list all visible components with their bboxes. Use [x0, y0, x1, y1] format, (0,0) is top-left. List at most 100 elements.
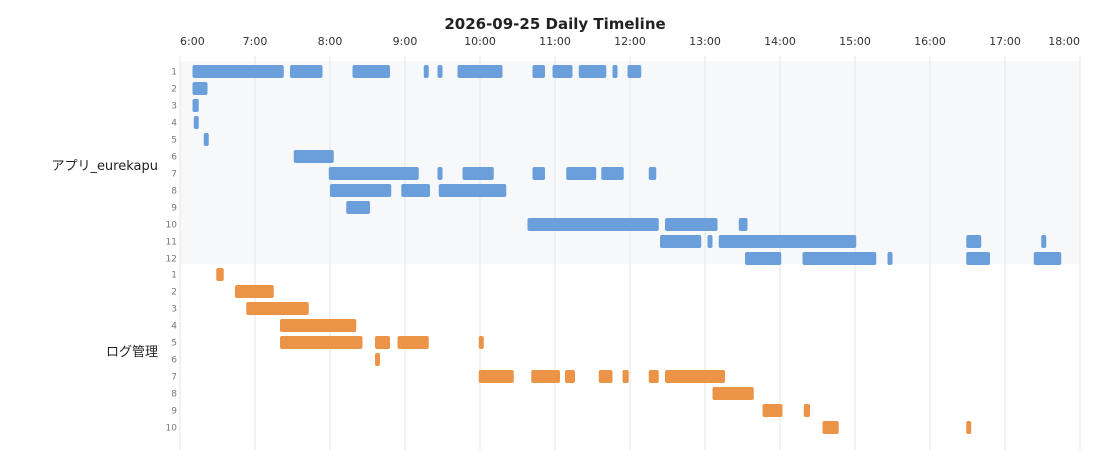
interval-bar [401, 184, 430, 197]
interval-bar [966, 421, 972, 434]
interval-bar [612, 65, 618, 78]
interval-bar [290, 65, 323, 78]
row-label: 1 [171, 68, 177, 78]
x-tick-label: 11:00 [539, 35, 571, 48]
interval-bar [803, 404, 810, 417]
row-label: 6 [171, 153, 177, 163]
row-label: 10 [166, 221, 178, 231]
row-label: 12 [166, 255, 177, 265]
interval-bar [203, 133, 209, 146]
x-tick-label: 9:00 [393, 35, 418, 48]
interval-bar [330, 184, 392, 197]
x-tick-label: 7:00 [243, 35, 268, 48]
interval-bar [192, 82, 208, 95]
row-label: 9 [171, 407, 177, 417]
interval-bar [822, 421, 839, 434]
interval-bar [192, 99, 199, 112]
row-label: 4 [171, 119, 177, 129]
interval-bar [648, 370, 659, 383]
interval-bar [665, 218, 718, 231]
x-axis: 6:00 7:00 8:00 9:00 10:00 11:00 12:00 13:00 14:0… [180, 35, 1080, 48]
x-tick-label: 12:00 [614, 35, 646, 48]
interval-bar [437, 65, 443, 78]
x-tick-label: 13:00 [689, 35, 721, 48]
interval-bar [235, 285, 274, 298]
interval-bar [352, 65, 390, 78]
interval-bar [738, 218, 748, 231]
group-label: アプリ_eurekapu [51, 159, 158, 174]
row-label: 9 [171, 204, 177, 214]
group-label: ログ管理 [106, 345, 158, 360]
interval-bar [280, 319, 357, 332]
row-label: 7 [171, 170, 177, 180]
interval-bar [216, 268, 224, 281]
interval-bar [375, 336, 390, 349]
interval-bar [552, 65, 573, 78]
row-labels: 123456789101112アプリ_eurekapu12345678910ログ… [51, 68, 177, 434]
interval-bar [280, 336, 363, 349]
interval-bar [192, 65, 284, 78]
interval-bar [527, 218, 659, 231]
row-label: 8 [171, 187, 177, 197]
interval-bar [718, 235, 857, 248]
interval-bar [622, 370, 629, 383]
interval-bar [601, 167, 624, 180]
interval-bar [346, 201, 370, 214]
interval-bar [457, 65, 503, 78]
row-label: 10 [166, 424, 178, 434]
row-label: 5 [171, 136, 177, 146]
interval-bar [328, 167, 419, 180]
interval-bar [462, 167, 494, 180]
gridlines [179, 56, 1081, 450]
interval-bar [966, 235, 982, 248]
interval-bar [397, 336, 429, 349]
row-label: 2 [171, 85, 177, 95]
interval-bar [438, 184, 507, 197]
interval-bar [745, 252, 782, 265]
row-label: 11 [166, 238, 177, 248]
interval-bars [192, 65, 1062, 434]
interval-bar [802, 252, 877, 265]
interval-bar [423, 65, 429, 78]
interval-bar [598, 370, 613, 383]
interval-bar [478, 336, 484, 349]
interval-bar [1041, 235, 1047, 248]
x-tick-label: 10:00 [464, 35, 496, 48]
interval-bar [887, 252, 893, 265]
x-tick-label: 17:00 [989, 35, 1021, 48]
interval-bar [532, 65, 545, 78]
x-tick-label: 6:00 [180, 35, 205, 48]
row-label: 4 [171, 322, 177, 332]
interval-bar [246, 302, 309, 315]
interval-bar [532, 167, 545, 180]
chart-title: 2026-09-25 Daily Timeline [444, 15, 665, 33]
x-tick-label: 16:00 [914, 35, 946, 48]
row-label: 3 [171, 305, 177, 315]
row-label: 7 [171, 373, 177, 383]
interval-bar [707, 235, 713, 248]
row-label: 8 [171, 390, 177, 400]
x-tick-label: 8:00 [318, 35, 343, 48]
interval-bar [712, 387, 754, 400]
interval-bar [665, 370, 725, 383]
interval-bar [375, 353, 380, 366]
interval-bar [578, 65, 607, 78]
interval-bar [478, 370, 514, 383]
x-tick-label: 14:00 [764, 35, 796, 48]
interval-bar [531, 370, 560, 383]
interval-bar [660, 235, 702, 248]
row-label: 5 [171, 339, 177, 349]
x-tick-label: 18:00 [1048, 35, 1080, 48]
row-label: 6 [171, 356, 177, 366]
row-label: 3 [171, 102, 177, 112]
interval-bar [762, 404, 783, 417]
interval-bar [648, 167, 657, 180]
interval-bar [566, 167, 597, 180]
row-label: 2 [171, 288, 177, 298]
row-label: 1 [171, 271, 177, 281]
interval-bar [966, 252, 990, 265]
interval-bar [437, 167, 443, 180]
interval-bar [565, 370, 575, 383]
interval-bar [1033, 252, 1062, 265]
